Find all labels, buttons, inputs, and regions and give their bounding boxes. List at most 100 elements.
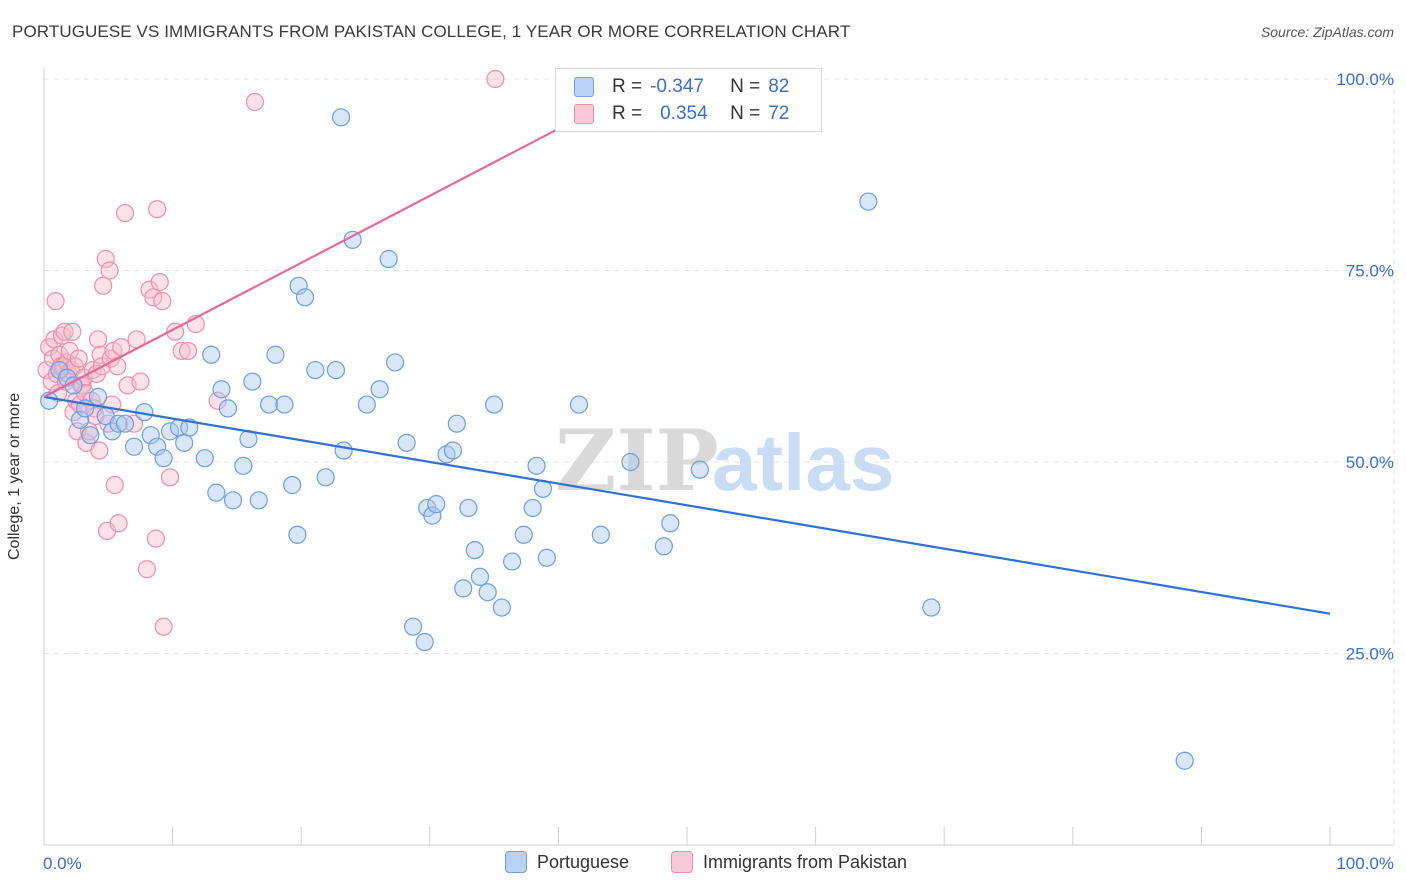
series-legend: Portuguese Immigrants from Pakistan: [0, 851, 1406, 877]
data-point: [306, 360, 325, 380]
x-tick-label-min: 0.0%: [43, 854, 82, 873]
source-label: Source: ZipAtlas.com: [1260, 24, 1394, 40]
data-point: [153, 292, 172, 311]
data-point: [69, 349, 88, 368]
data-point: [485, 395, 504, 414]
data-point: [316, 468, 335, 487]
data-point: [172, 341, 191, 361]
data-point: [115, 414, 135, 433]
data-point: [131, 372, 150, 391]
data-point: [259, 395, 279, 414]
data-point: [385, 353, 405, 372]
data-point: [218, 399, 237, 418]
data-point: [96, 249, 115, 269]
data-point: [178, 341, 198, 361]
data-point: [180, 418, 199, 437]
data-point: [922, 598, 941, 617]
data-point: [266, 345, 285, 364]
y-tick-label: 100.0%: [1336, 70, 1394, 89]
data-point: [527, 456, 546, 475]
data-point: [124, 437, 144, 456]
legend-row-pakistan: R = 0.354 N = 72: [574, 100, 789, 128]
data-point: [326, 360, 346, 380]
data-point: [212, 380, 231, 399]
data-point: [148, 437, 167, 456]
data-point: [478, 583, 497, 602]
data-point: [465, 540, 484, 560]
watermark-atlas: atlas: [712, 418, 894, 507]
data-point: [234, 456, 253, 475]
data-point: [175, 433, 194, 452]
data-point: [447, 414, 466, 433]
legend-item-pakistan[interactable]: Immigrants from Pakistan: [671, 851, 907, 873]
data-point: [331, 108, 351, 127]
data-point: [154, 449, 173, 468]
legend-swatch-blue: [505, 851, 527, 873]
data-point: [370, 380, 389, 399]
watermark-zip: ZIP: [555, 411, 719, 510]
data-point: [55, 322, 74, 341]
data-point: [379, 249, 398, 269]
y-tick-label: 75.0%: [1346, 262, 1394, 281]
data-point: [397, 433, 416, 452]
legend-swatch-pink: [574, 104, 594, 124]
data-point: [357, 395, 376, 414]
data-point: [50, 360, 69, 380]
data-point: [295, 288, 315, 307]
data-point: [470, 567, 490, 587]
data-point: [654, 537, 673, 556]
legend-item-portuguese[interactable]: Portuguese: [505, 851, 629, 873]
data-point: [243, 372, 262, 391]
data-point: [591, 525, 610, 544]
y-tick-labels: 25.0% 50.0% 75.0% 100.0%: [1336, 70, 1394, 664]
data-point: [423, 506, 442, 525]
y-tick-label: 50.0%: [1346, 453, 1394, 472]
data-point: [160, 468, 180, 487]
data-point: [523, 498, 542, 518]
data-point: [208, 391, 227, 410]
data-point: [486, 69, 505, 89]
data-point: [459, 498, 478, 518]
legend-r-value: -0.347: [650, 76, 704, 97]
data-point: [108, 357, 127, 376]
data-point: [569, 395, 589, 414]
data-point: [70, 410, 90, 429]
legend-n-label: N =: [730, 103, 761, 124]
data-point: [88, 387, 108, 406]
data-point: [150, 272, 169, 292]
series-portuguese-points: [40, 108, 1194, 770]
data-point: [88, 330, 108, 349]
legend-swatch-pink: [671, 851, 693, 873]
data-point: [289, 276, 308, 295]
data-point: [492, 598, 511, 617]
data-point: [109, 414, 128, 433]
grid-lines: [44, 78, 1395, 845]
correlation-legend: R = -0.347 N = 82 R = 0.354 N = 72: [555, 68, 822, 132]
data-point: [427, 495, 446, 514]
data-point: [690, 460, 709, 479]
data-point: [154, 617, 173, 636]
data-point: [503, 552, 522, 571]
legend-label-pakistan: Immigrants from Pakistan: [703, 851, 908, 872]
data-point: [245, 92, 265, 112]
data-point: [146, 529, 165, 548]
chart-title: PORTUGUESE VS IMMIGRANTS FROM PAKISTAN C…: [12, 22, 851, 41]
data-point: [94, 276, 113, 295]
data-point: [148, 200, 167, 219]
data-point: [202, 345, 221, 364]
data-point: [537, 548, 556, 567]
data-point: [249, 491, 268, 510]
legend-r-label: R =: [612, 76, 643, 97]
data-point: [334, 441, 353, 460]
data-point: [283, 475, 302, 495]
data-point: [137, 560, 156, 579]
trend-line-pakistan: [43, 127, 559, 398]
data-point: [90, 441, 109, 460]
y-tick-label: 25.0%: [1346, 645, 1394, 664]
data-point: [1175, 751, 1194, 770]
trend-line-portuguese: [43, 395, 1331, 615]
data-point: [63, 322, 82, 341]
data-point: [109, 514, 128, 533]
trend-lines: [43, 127, 1331, 615]
